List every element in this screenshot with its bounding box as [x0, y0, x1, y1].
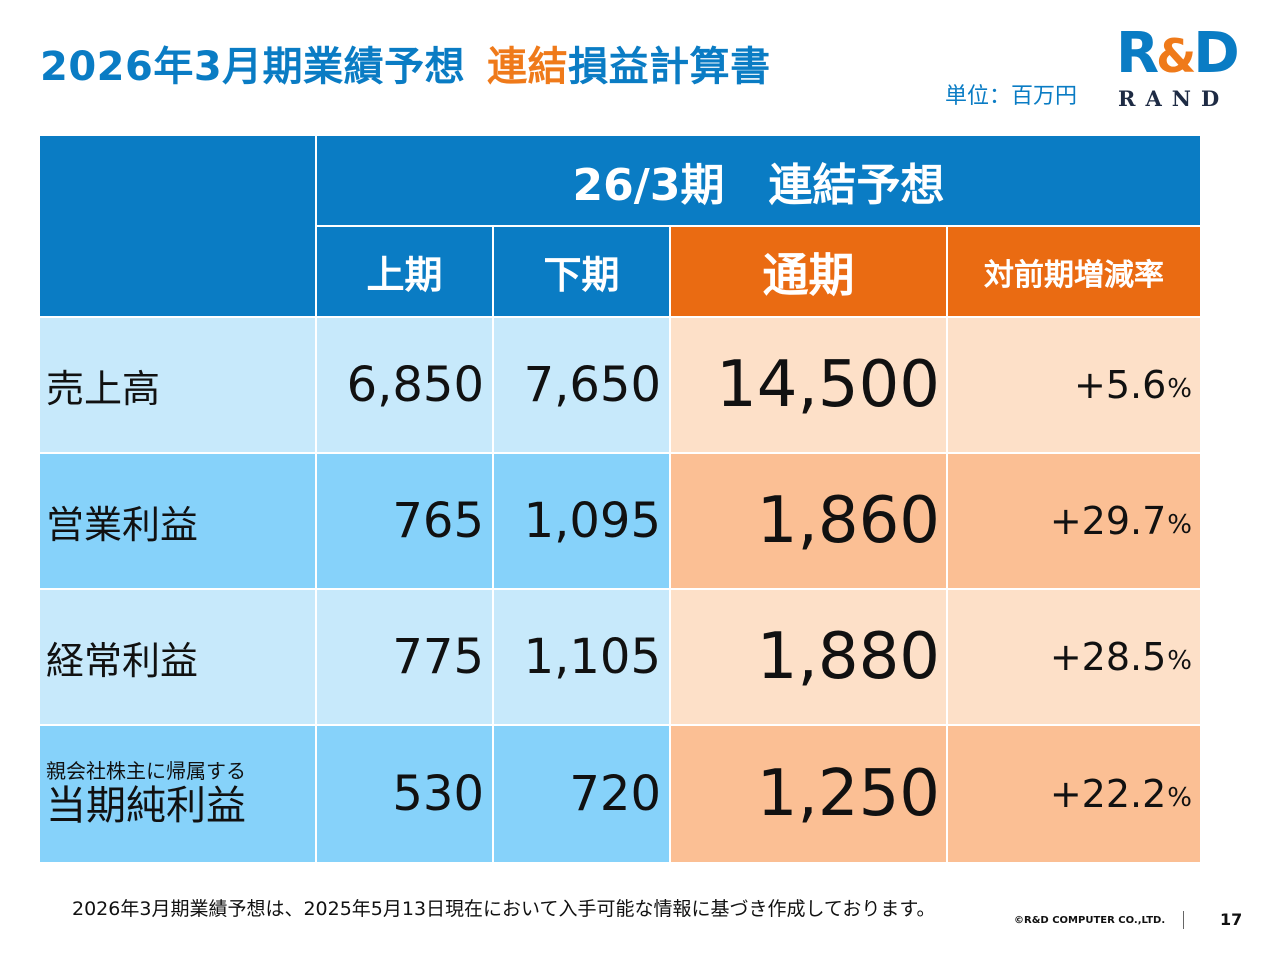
title-main: 2026年3月期業績予想 [40, 44, 466, 90]
operating-income-h2: 1,095 [494, 454, 669, 588]
col-header-change: 対前期増減率 [948, 227, 1200, 316]
copyright: ©R&D COMPUTER CO.,LTD. [1014, 915, 1166, 926]
sales-h1: 6,850 [317, 318, 492, 452]
title-rest: 損益計算書 [568, 44, 771, 90]
net-income-h1: 530 [317, 726, 492, 862]
pl-table: 26/3期 連結予想 上期 下期 通期 対前期増減率 売上高 6,850 7,6… [40, 136, 1200, 862]
ordinary-income-change: +28.5% [948, 590, 1200, 724]
logo-mark: R&D [1116, 21, 1240, 86]
col-header-full: 通期 [671, 227, 946, 316]
logo-text: RAND [1118, 86, 1230, 111]
page-title: 2026年3月期業績予想 連結損益計算書 [40, 34, 771, 92]
sales-full: 14,500 [671, 318, 946, 452]
col-header-h2: 下期 [494, 227, 669, 316]
forecast-disclaimer: 2026年3月期業績予想は、2025年5月13日現在において入手可能な情報に基づ… [72, 898, 936, 920]
company-logo: R&D RAND [1116, 21, 1242, 112]
operating-income-h1: 765 [317, 454, 492, 588]
operating-income-full: 1,860 [671, 454, 946, 588]
page-number: 17 [1220, 910, 1243, 929]
net-income-label-main: 当期純利益 [46, 783, 246, 829]
row-label-ordinary-income: 経常利益 [40, 590, 315, 724]
net-income-label-sub: 親会社株主に帰属する [46, 759, 246, 783]
row-label-net-income: 親会社株主に帰属する 当期純利益 [40, 726, 315, 862]
net-income-full: 1,250 [671, 726, 946, 862]
table-corner [40, 136, 315, 316]
group-header: 26/3期 連結予想 [317, 136, 1200, 225]
ordinary-income-h1: 775 [317, 590, 492, 724]
operating-income-change: +29.7% [948, 454, 1200, 588]
row-label-sales: 売上高 [40, 318, 315, 452]
row-label-operating-income: 営業利益 [40, 454, 315, 588]
sales-change: +5.6% [948, 318, 1200, 452]
net-income-change: +22.2% [948, 726, 1200, 862]
unit-label: 単位：百万円 [945, 84, 1078, 109]
footer-divider [1183, 911, 1184, 929]
net-income-h2: 720 [494, 726, 669, 862]
ordinary-income-h2: 1,105 [494, 590, 669, 724]
title-accent: 連結 [487, 44, 569, 90]
sales-h2: 7,650 [494, 318, 669, 452]
col-header-h1: 上期 [317, 227, 492, 316]
ordinary-income-full: 1,880 [671, 590, 946, 724]
